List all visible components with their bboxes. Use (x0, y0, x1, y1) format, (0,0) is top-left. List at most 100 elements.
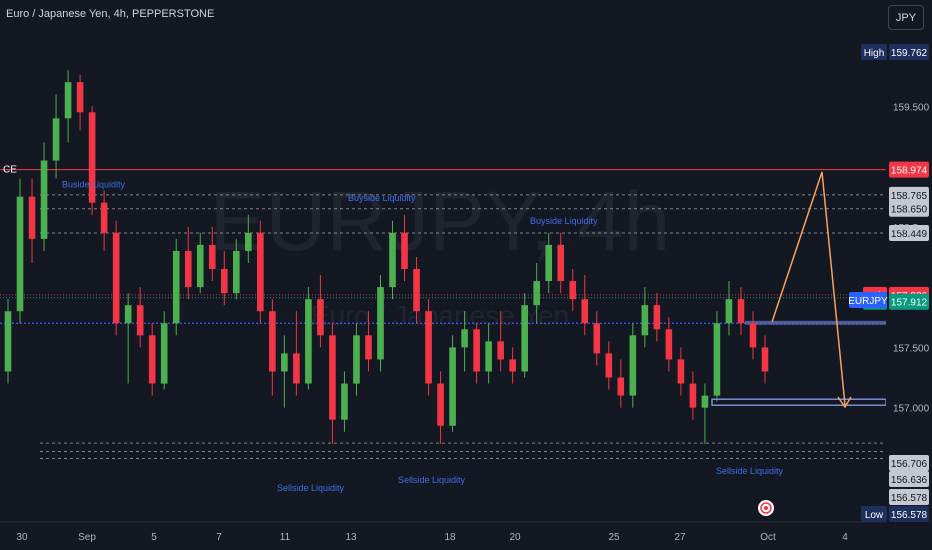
record-icon-ring (760, 502, 772, 514)
candle-body (653, 305, 661, 330)
bid-value: 157.912 (891, 298, 928, 309)
candle-body (593, 323, 601, 354)
candle-body (557, 244, 565, 282)
candle-body (281, 353, 288, 372)
candle-body (617, 377, 625, 396)
candle-body (208, 244, 216, 270)
candle-body (196, 244, 204, 288)
level-value-bg (889, 224, 929, 241)
candle-body (88, 112, 96, 203)
supply-zone (745, 320, 886, 325)
candle-body (509, 359, 516, 372)
candle-body (725, 299, 733, 324)
level-value: 158.650 (891, 205, 928, 216)
candle-body (293, 353, 300, 384)
candle-body (245, 232, 252, 251)
ce-value-bg (889, 161, 929, 178)
candle-body (377, 287, 384, 360)
x-tick-label: 25 (608, 532, 620, 543)
level-value: 158.765 (891, 191, 928, 202)
liquidity-annotation: Buyside Liquidity (530, 216, 598, 226)
level-value: 156.636 (891, 475, 928, 486)
candle-body (329, 335, 336, 420)
bid-value-bg (889, 293, 929, 310)
x-tick-label: 7 (216, 532, 222, 543)
candle-body (269, 311, 276, 372)
ce-label: CE (3, 165, 17, 176)
candle-body (40, 160, 48, 239)
candle-body (449, 347, 456, 426)
level-value-bg (889, 200, 929, 217)
candle-body (353, 335, 360, 384)
y-tick-label: 159.500 (893, 102, 930, 113)
candle-body (521, 305, 528, 372)
candle-body (160, 323, 168, 384)
candle-body (257, 232, 264, 312)
demand-zone (711, 398, 887, 406)
candle-body (665, 329, 673, 360)
y-tick-label: 157.500 (893, 343, 930, 354)
candle-body (737, 299, 745, 324)
level-value: 158.449 (891, 229, 928, 240)
level-value-bg (889, 489, 929, 505)
candle-body (413, 269, 420, 312)
x-tick-label: Sep (78, 532, 96, 543)
candle-body (184, 250, 192, 288)
liquidity-annotation: Sellside Liquidity (716, 466, 784, 476)
candle-body (425, 311, 432, 384)
candle-body (4, 311, 12, 372)
candle-body (581, 299, 589, 324)
projection-path (771, 171, 846, 406)
candle-body (389, 232, 396, 288)
x-tick-label: 18 (444, 532, 456, 543)
high-label: High (864, 48, 885, 59)
x-tick-label: 27 (674, 532, 686, 543)
candle-body (749, 323, 757, 348)
candle-body (689, 383, 697, 408)
currency-button[interactable]: JPY (888, 5, 924, 30)
candle-body (437, 383, 444, 426)
liquidity-annotation: Sellside Liquidity (398, 475, 466, 485)
candle-body (365, 335, 372, 360)
candle-body (677, 359, 685, 384)
low-value: 156.578 (891, 510, 928, 521)
candle-body (473, 329, 480, 372)
candle-body (52, 118, 60, 161)
watermark-name: Euro / Japanese Yen (311, 300, 569, 331)
level-value-bg (889, 186, 929, 203)
liquidity-annotation: Buyside Liquidity (348, 193, 416, 203)
candle-body (100, 202, 108, 233)
candle-body (16, 196, 24, 312)
candle-body (172, 250, 180, 324)
x-tick-label: 11 (280, 532, 291, 543)
liquidity-annotation: Buside Liquidity (62, 180, 126, 190)
candle-body (341, 383, 348, 420)
low-label: Low (865, 510, 884, 521)
candle-body (112, 232, 120, 324)
candle-body (629, 335, 637, 396)
ce-value: 158.974 (891, 166, 928, 177)
x-tick-label: 30 (16, 532, 28, 543)
candle-body (220, 269, 228, 294)
projection-arrowhead (837, 396, 852, 409)
level-value-bg (889, 455, 929, 471)
candle-body (28, 196, 36, 239)
candle-body (76, 82, 84, 113)
symbol-label-bg (849, 292, 887, 308)
candle-body (485, 341, 492, 372)
level-value: 156.706 (891, 459, 928, 470)
level-value: 156.578 (891, 493, 928, 504)
candle-body (401, 232, 408, 270)
candle-body (533, 281, 541, 306)
candle-body (136, 305, 144, 336)
candle-body (232, 250, 240, 294)
candle-body (713, 323, 721, 396)
watermark-symbol: EURJPY, 4h (210, 174, 671, 268)
x-tick-label: 5 (151, 532, 157, 543)
high-label-bg (861, 44, 887, 60)
level-value-bg (889, 471, 929, 487)
chart-title: Euro / Japanese Yen, 4h, PEPPERSTONE (6, 8, 215, 20)
liquidity-annotation: Sellside Liquidity (277, 483, 345, 493)
